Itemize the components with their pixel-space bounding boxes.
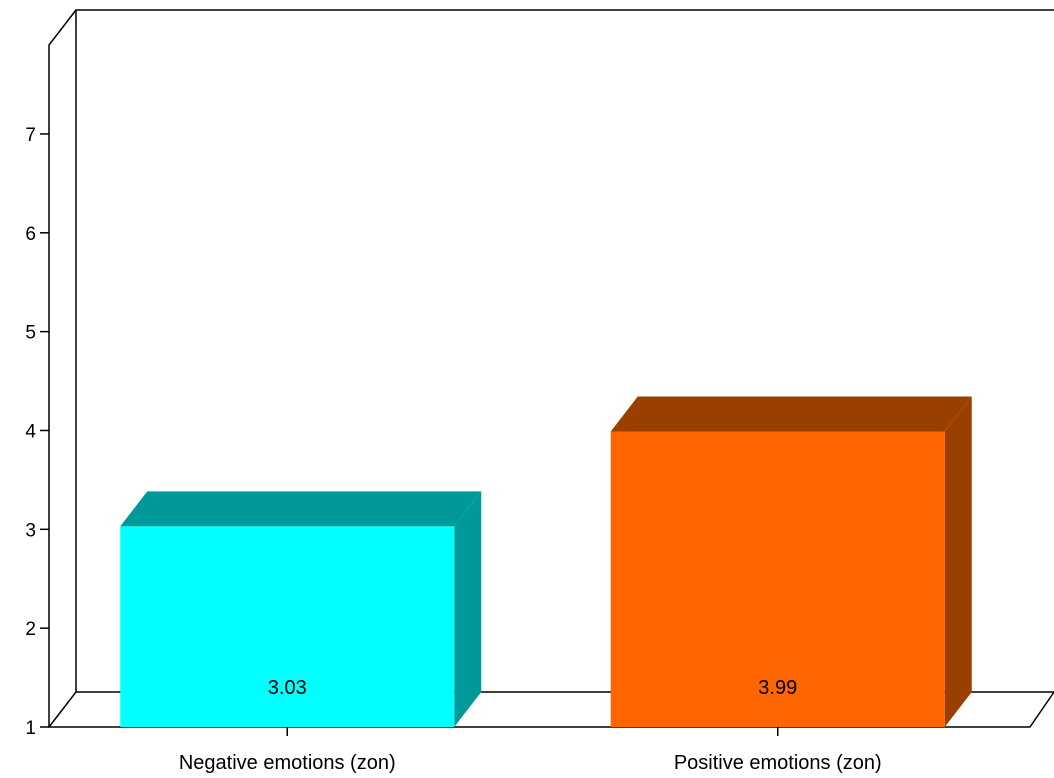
bar-front bbox=[610, 431, 945, 727]
bar-side bbox=[454, 491, 482, 727]
bar-1: 3.03 bbox=[120, 491, 482, 727]
bar-2: 3.99 bbox=[610, 396, 972, 727]
y-tick-label: 7 bbox=[25, 125, 36, 146]
x-category-label: Negative emotions (zon) bbox=[179, 752, 396, 774]
y-tick-label: 5 bbox=[25, 323, 36, 344]
left-wall bbox=[48, 9, 77, 727]
bars: 3.03 3.99 bbox=[120, 396, 972, 727]
y-tick-label: 4 bbox=[25, 421, 36, 442]
y-tick-label: 6 bbox=[25, 224, 36, 245]
bar-value-label: 3.03 bbox=[268, 677, 307, 699]
y-tick-label: 3 bbox=[25, 520, 36, 541]
x-axis: Negative emotions (zon) Positive emotions… bbox=[179, 727, 882, 774]
bar-side bbox=[944, 396, 972, 727]
x-category-label: Positive emotions (zon) bbox=[674, 752, 882, 774]
bar-value-label: 3.99 bbox=[758, 677, 797, 699]
y-tick-label: 2 bbox=[25, 619, 36, 640]
y-tick-label: 1 bbox=[25, 718, 36, 739]
bar-top bbox=[610, 396, 972, 432]
bar-front bbox=[120, 526, 455, 727]
y-axis: 1 2 3 4 5 6 7 bbox=[25, 125, 49, 739]
bar-top bbox=[120, 491, 482, 527]
